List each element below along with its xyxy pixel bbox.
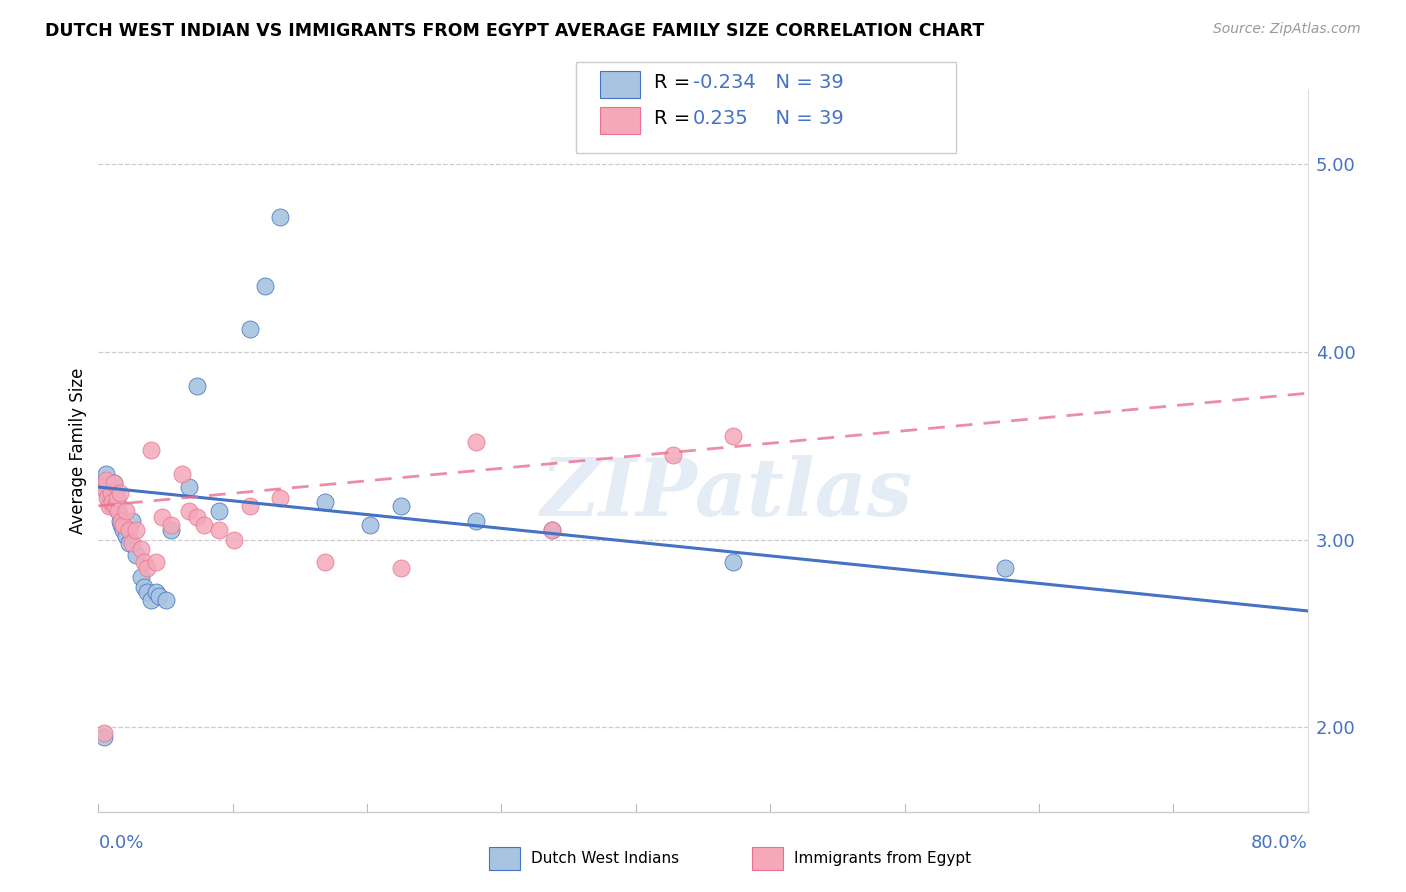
Point (98, 480, 121, 494)
Point (101, 499, 124, 513)
Point (389, 560, 412, 574)
Point (465, 514, 488, 528)
Point (145, 555, 167, 569)
Point (148, 589, 170, 603)
Point (141, 592, 163, 607)
Point (107, 504, 129, 518)
Point (208, 504, 231, 518)
Point (105, 491, 128, 506)
Point (111, 523, 134, 537)
Text: Source: ZipAtlas.com: Source: ZipAtlas.com (1213, 22, 1361, 37)
Point (224, 533, 246, 547)
Y-axis label: Average Family Size: Average Family Size (69, 368, 87, 533)
Point (360, 517, 382, 532)
Point (239, 499, 262, 513)
Point (160, 517, 183, 532)
Point (141, 442, 163, 457)
Point (132, 580, 155, 594)
Point (125, 523, 148, 537)
Point (129, 570, 152, 584)
Text: N = 39: N = 39 (763, 109, 844, 128)
Point (253, 279, 276, 293)
Point (108, 485, 131, 500)
Point (96, 485, 118, 500)
Point (186, 510, 208, 524)
Point (160, 523, 183, 537)
Point (155, 592, 177, 607)
Point (135, 560, 157, 574)
Text: ZIPatlas: ZIPatlas (541, 455, 914, 533)
Point (723, 555, 745, 569)
Point (93, 730, 115, 744)
Text: R =: R = (654, 73, 696, 93)
Point (723, 429, 745, 443)
Point (661, 448, 683, 462)
Point (103, 476, 125, 491)
Point (107, 504, 129, 518)
Point (179, 480, 201, 494)
Text: 0.0%: 0.0% (98, 834, 143, 852)
Point (208, 523, 231, 537)
Point (540, 523, 562, 537)
Point (104, 485, 127, 500)
Point (111, 517, 134, 532)
Point (118, 536, 141, 550)
Point (118, 523, 141, 537)
Point (98, 499, 121, 513)
Point (94, 467, 117, 481)
Point (314, 555, 336, 569)
Text: -0.234: -0.234 (693, 73, 756, 93)
Point (540, 523, 562, 537)
Point (389, 499, 412, 513)
Point (145, 585, 167, 599)
Point (91, 480, 114, 494)
Text: R =: R = (654, 109, 703, 128)
Text: N = 39: N = 39 (763, 73, 844, 93)
Point (94, 473, 117, 487)
Point (135, 585, 157, 599)
Text: Immigrants from Egypt: Immigrants from Egypt (794, 851, 972, 865)
Point (110, 517, 132, 532)
Point (150, 510, 173, 524)
Point (994, 560, 1017, 574)
Text: Dutch West Indians: Dutch West Indians (531, 851, 679, 865)
Point (269, 210, 291, 224)
Point (186, 378, 208, 392)
Point (170, 467, 193, 481)
Point (193, 517, 215, 532)
Point (129, 541, 152, 556)
Point (125, 548, 148, 562)
Point (93, 726, 115, 740)
Point (96, 491, 118, 506)
Point (105, 495, 128, 509)
Point (179, 504, 201, 518)
Point (314, 495, 336, 509)
Text: DUTCH WEST INDIAN VS IMMIGRANTS FROM EGYPT AVERAGE FAMILY SIZE CORRELATION CHART: DUTCH WEST INDIAN VS IMMIGRANTS FROM EGY… (45, 22, 984, 40)
Point (114, 504, 136, 518)
Point (121, 514, 143, 528)
Point (108, 514, 131, 528)
Point (132, 555, 155, 569)
Point (269, 491, 291, 506)
Point (110, 514, 132, 528)
Text: 80.0%: 80.0% (1251, 834, 1308, 852)
Text: 0.235: 0.235 (693, 109, 749, 128)
Point (121, 536, 143, 550)
Point (114, 529, 136, 543)
Point (100, 485, 122, 500)
Point (103, 476, 125, 491)
Point (100, 491, 122, 506)
Point (91, 476, 114, 491)
Point (104, 499, 127, 513)
Point (101, 495, 124, 509)
Point (465, 435, 488, 450)
Point (239, 322, 262, 336)
